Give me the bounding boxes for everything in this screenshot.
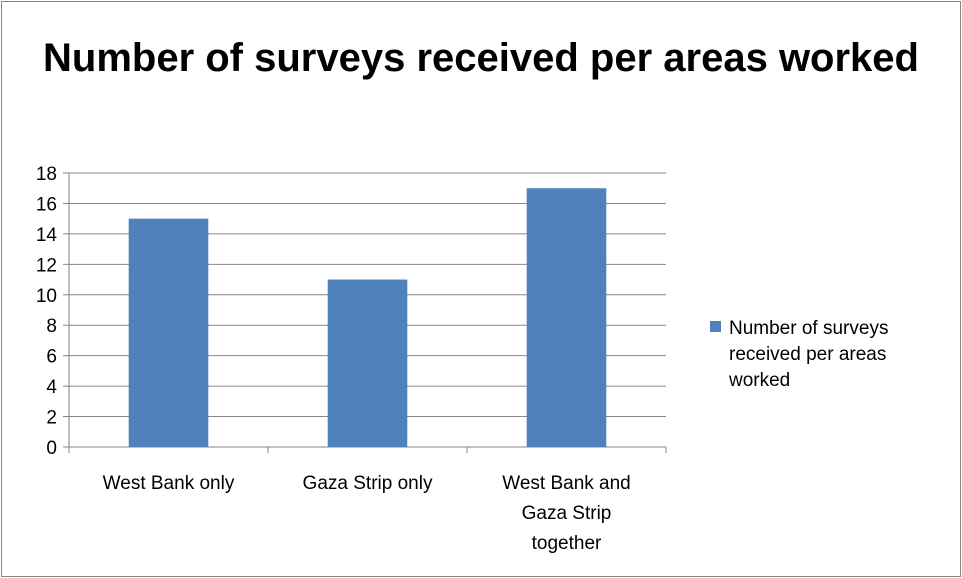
legend-label-line: worked	[729, 370, 791, 391]
y-tick-label: 12	[36, 255, 57, 276]
x-tick-label: Gaza Strip only	[303, 473, 433, 494]
y-tick-label: 4	[46, 377, 57, 398]
legend-label-line: received per areas	[729, 344, 887, 365]
bar	[128, 218, 209, 447]
chart-title: Number of surveys received per areas wor…	[0, 30, 962, 86]
x-tick-label: West Bank only	[103, 473, 235, 494]
y-tick-label: 8	[46, 316, 57, 337]
y-tick-label: 14	[36, 225, 58, 246]
x-tick-label: West Bank and	[502, 473, 631, 494]
y-tick-label: 0	[46, 438, 57, 459]
bar	[526, 188, 607, 447]
y-tick-label: 10	[36, 286, 57, 307]
x-tick-label: together	[532, 533, 602, 554]
y-tick-label: 18	[36, 164, 57, 185]
legend-swatch	[710, 321, 721, 332]
y-tick-label: 6	[46, 347, 57, 368]
legend-label-line: Number of surveys	[729, 318, 889, 339]
y-tick-label: 2	[46, 408, 57, 429]
chart-title-text: Number of surveys received per areas wor…	[43, 36, 919, 80]
bar	[327, 279, 408, 447]
legend-label: Number of surveys received per areas worke…	[729, 316, 949, 394]
y-tick-label: 16	[36, 194, 57, 215]
x-tick-label: Gaza Strip	[522, 503, 612, 524]
